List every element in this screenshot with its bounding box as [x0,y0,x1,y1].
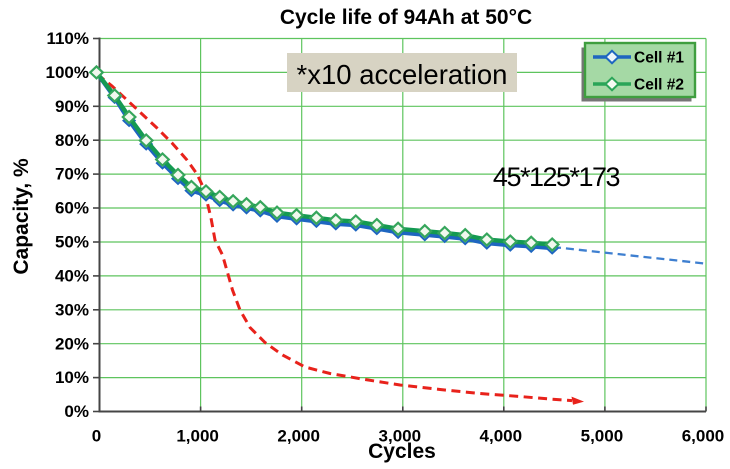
svg-text:1,000: 1,000 [176,427,219,446]
svg-text:*x10 acceleration: *x10 acceleration [297,59,508,90]
svg-text:90%: 90% [55,97,89,116]
svg-text:100%: 100% [46,63,89,82]
svg-text:80%: 80% [55,131,89,150]
svg-text:Cycle life of 94Ah at 50°C: Cycle life of 94Ah at 50°C [280,6,532,29]
svg-text:10%: 10% [55,368,89,387]
svg-text:70%: 70% [55,165,89,184]
svg-text:2,000: 2,000 [277,427,320,446]
svg-text:30%: 30% [55,300,89,319]
svg-text:4,000: 4,000 [480,427,523,446]
svg-text:60%: 60% [55,199,89,218]
svg-text:0%: 0% [64,402,89,421]
svg-text:40%: 40% [55,267,89,286]
svg-text:3,000: 3,000 [379,427,422,446]
svg-text:45*125*173: 45*125*173 [493,162,620,192]
svg-text:Cycles: Cycles [368,440,436,463]
svg-text:6,000: 6,000 [682,427,725,446]
svg-text:Capacity, %: Capacity, % [10,158,33,275]
svg-text:110%: 110% [46,29,89,48]
svg-text:0: 0 [92,427,101,446]
svg-text:20%: 20% [55,334,89,353]
svg-text:Cell #1: Cell #1 [634,50,684,67]
svg-text:Cell #2: Cell #2 [634,77,684,94]
svg-text:50%: 50% [55,233,89,252]
svg-text:5,000: 5,000 [581,427,624,446]
